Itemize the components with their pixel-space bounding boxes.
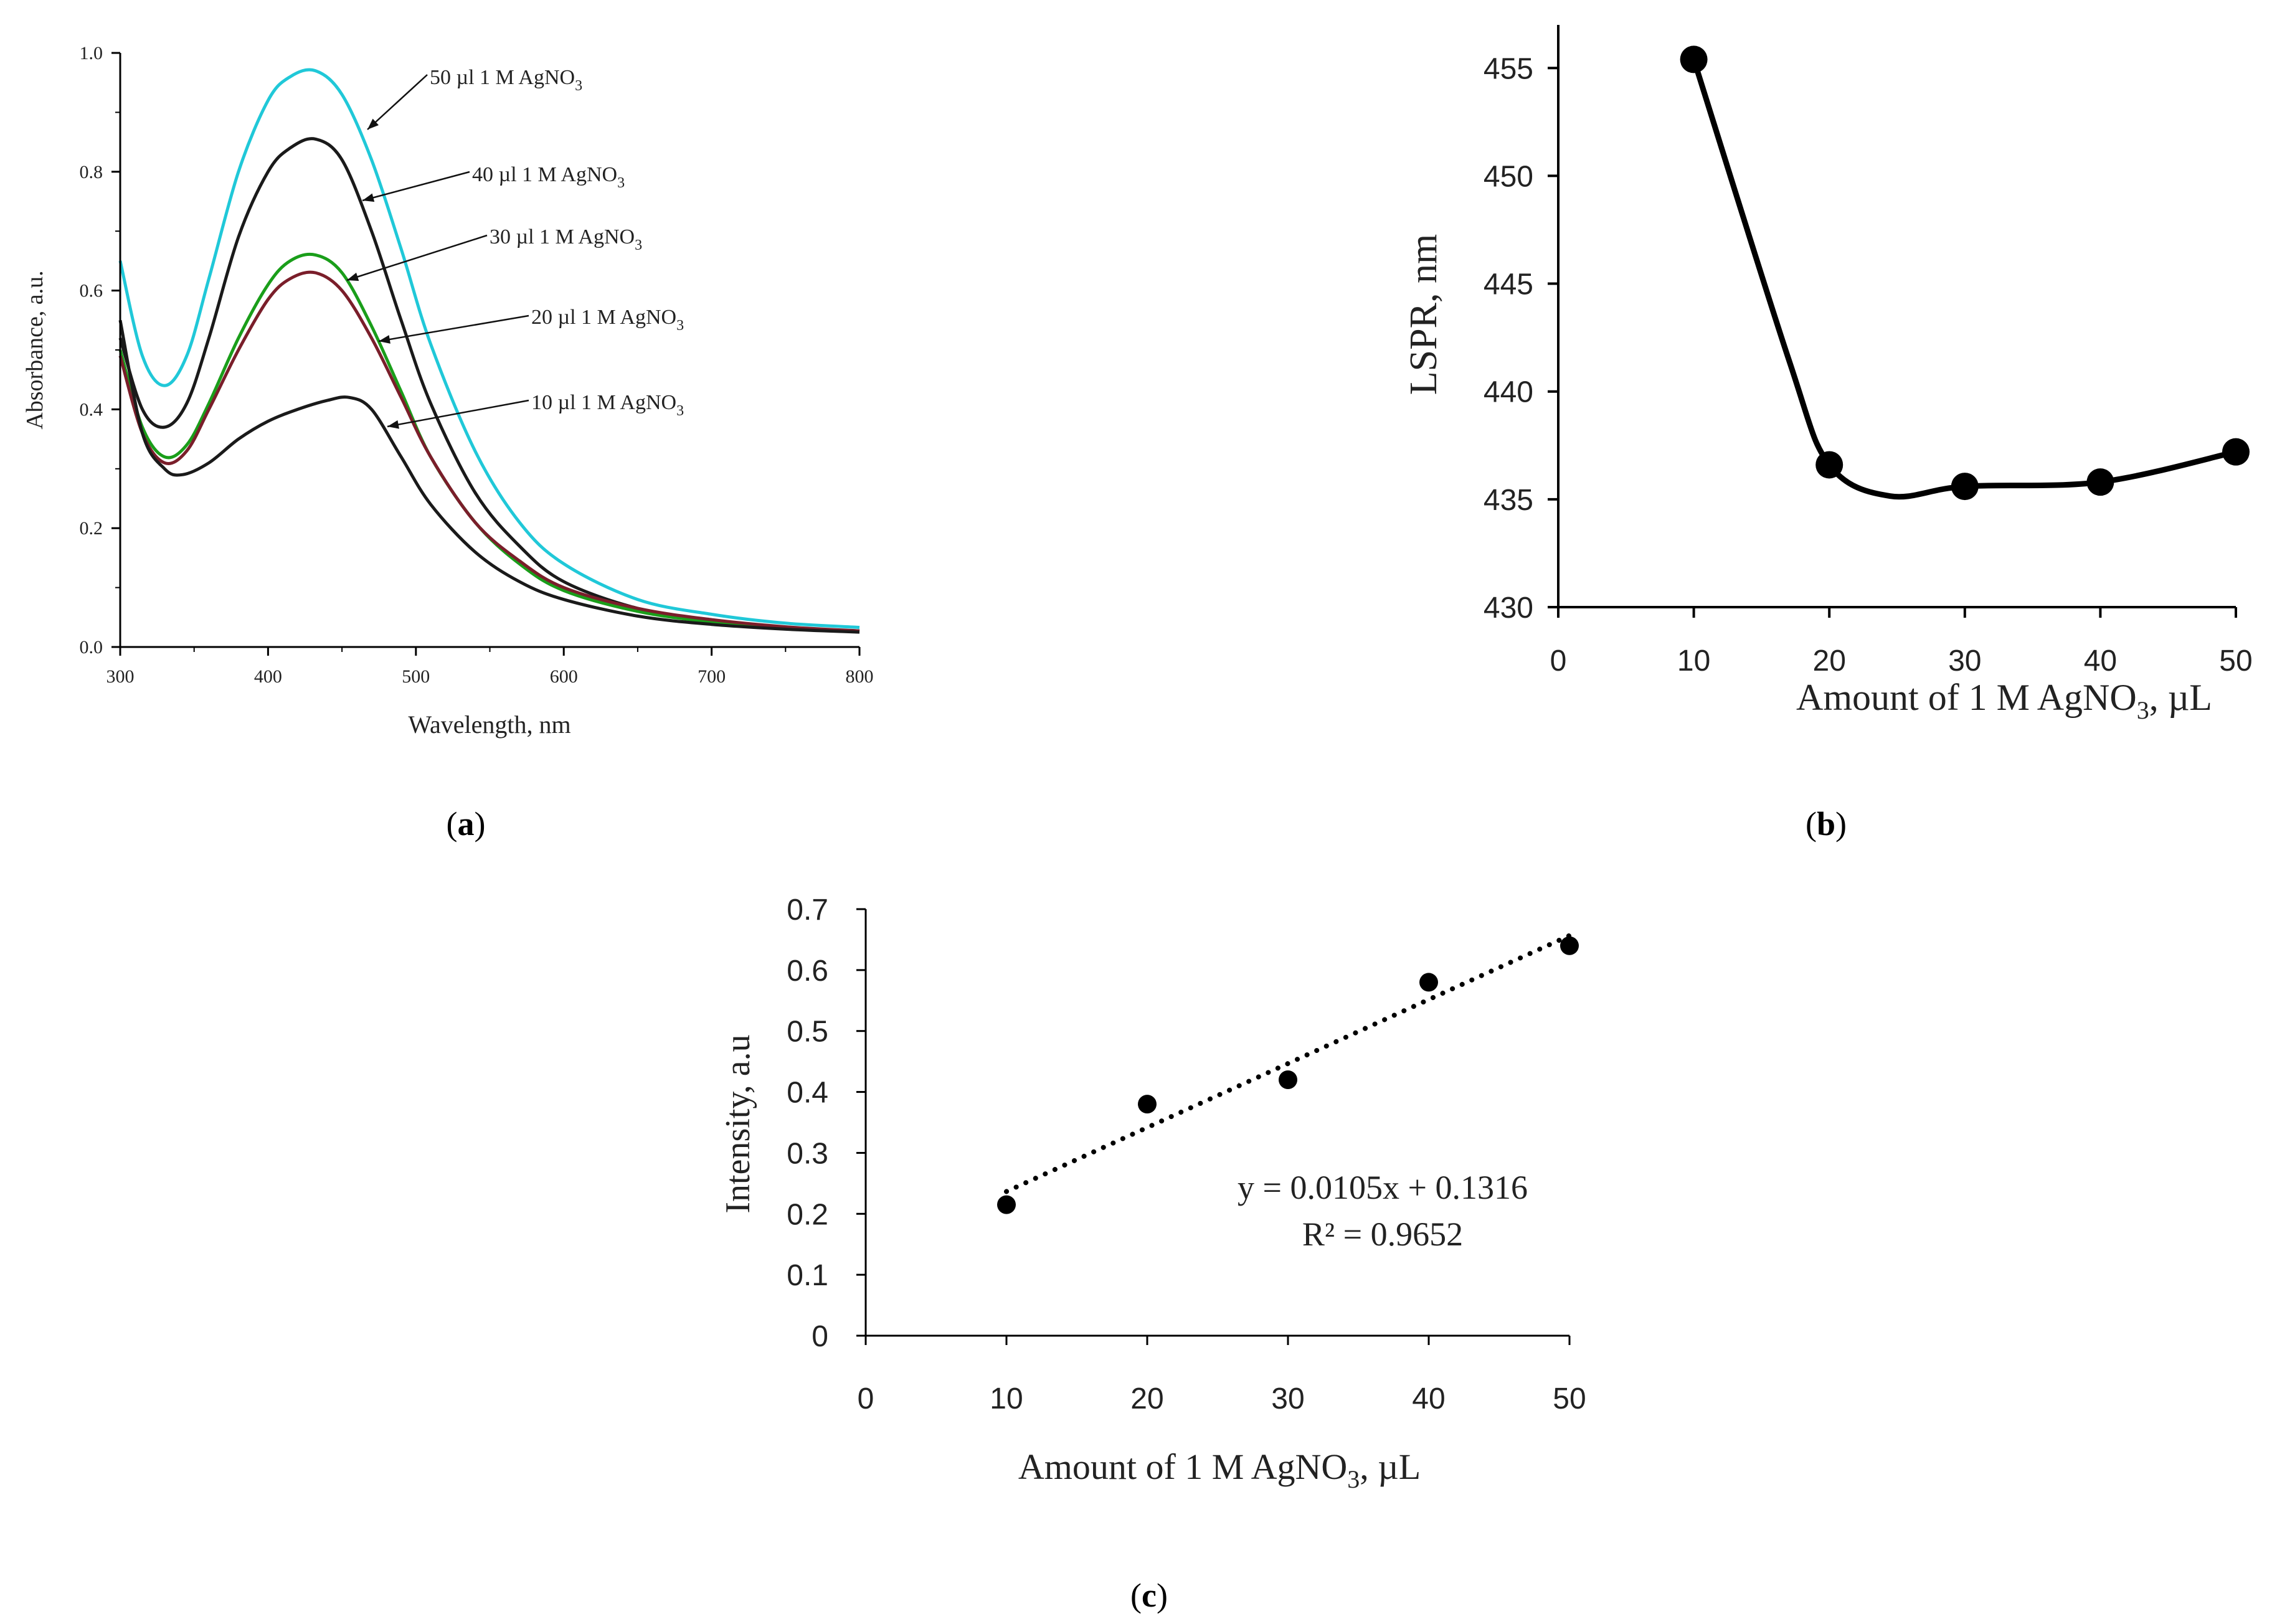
a-x-tick-label: 500 <box>402 666 430 687</box>
a-series-line-5 <box>118 319 860 634</box>
c-y-tick-label: 0.1 <box>787 1259 828 1292</box>
chart-panel-a: 300 400 500 600 700 800 0.0 0.2 0.4 0.6 0.8 1.0 Wa… <box>22 43 874 739</box>
c-y-axis-label: Intensity, a.u <box>719 1034 757 1213</box>
a-x-tick-label: 800 <box>846 666 874 687</box>
b-y-tick-label: 455 <box>1484 52 1533 85</box>
c-x-tick-label: 10 <box>990 1382 1023 1415</box>
a-series-label-1: 50 µl 1 M AgNO3 <box>430 66 582 94</box>
c-y-tick-label: 0.4 <box>787 1077 828 1110</box>
c-points-group <box>997 936 1579 1214</box>
a-annotation-arrow-line <box>362 171 470 202</box>
a-x-tick-label: 400 <box>254 666 282 687</box>
a-annotation-arrow-line <box>378 314 529 342</box>
b-x-tick-label: 40 <box>2084 644 2117 677</box>
b-points-group <box>1680 45 2250 501</box>
b-smooth-line <box>1691 56 2239 500</box>
b-x-tick-label: 30 <box>1948 644 1981 677</box>
b-y-tick-label: 450 <box>1484 160 1533 193</box>
b-data-point <box>1951 473 1979 501</box>
c-y-tick-label: 0.3 <box>787 1137 828 1170</box>
b-data-point <box>1680 45 1708 73</box>
a-y-tick-label: 0.8 <box>80 162 103 182</box>
a-x-tick-label: 700 <box>698 666 726 687</box>
c-y-tick-label: 0 <box>812 1320 828 1353</box>
a-series-label-3: 30 µl 1 M AgNO3 <box>490 225 642 253</box>
b-y-tick-label: 440 <box>1484 376 1533 409</box>
a-y-tick-label: 0.6 <box>80 281 103 301</box>
panel-label-b: (b) <box>1806 805 1847 843</box>
c-y-tick-label: 0.2 <box>787 1198 828 1231</box>
c-data-point <box>997 1195 1016 1214</box>
b-x-tick-label: 50 <box>2219 644 2252 677</box>
a-x-tick-label: 600 <box>550 666 578 687</box>
c-ticks-group <box>856 908 1571 1345</box>
c-y-tick-label: 0.5 <box>787 1016 828 1049</box>
a-y-tick-label: 1.0 <box>80 43 103 64</box>
a-ticks-group <box>111 52 861 656</box>
a-annotation-arrowhead <box>367 118 379 130</box>
c-x-tick-label: 50 <box>1553 1382 1586 1415</box>
b-y-tick-label: 430 <box>1484 592 1533 625</box>
a-annotation-arrow-line <box>367 74 428 130</box>
panel-label-c: (c) <box>1130 1577 1168 1614</box>
c-data-point <box>1279 1070 1297 1089</box>
b-x-tick-label: 0 <box>1550 644 1567 677</box>
c-x-tick-label: 0 <box>858 1382 874 1415</box>
b-data-point <box>1815 451 1844 479</box>
a-series-line-1 <box>118 68 860 629</box>
c-data-point <box>1560 936 1579 955</box>
a-y-tick-label: 0.0 <box>80 637 103 658</box>
b-data-point <box>2086 468 2114 496</box>
a-annotation-arrowhead <box>362 193 375 202</box>
b-ticks-group <box>1548 67 2237 618</box>
b-x-tick-label: 10 <box>1677 644 1710 677</box>
a-x-axis-label: Wavelength, nm <box>408 710 570 739</box>
a-annotation-arrowhead <box>347 272 359 281</box>
a-series-line-2 <box>118 137 860 633</box>
b-x-axis-label: Amount of 1 M AgNO3, µL <box>1796 677 2212 724</box>
b-y-axis-label: LSPR, nm <box>1403 234 1445 395</box>
chart-panel-c: 0 10 20 30 40 50 0 0.1 0.2 0.3 0.4 0.5 0.6 0.7 y = 0… <box>719 894 1586 1493</box>
a-y-axis-label: Absorbance, a.u. <box>22 270 48 429</box>
a-annotation-arrowhead <box>379 335 391 344</box>
b-data-point <box>2222 438 2250 466</box>
a-series-group <box>118 68 860 634</box>
panel-label-a: (a) <box>447 805 486 843</box>
a-annotation-arrowhead <box>387 420 399 429</box>
a-annotations-group: 50 µl 1 M AgNO3 40 µl 1 M AgNO3 30 µl 1 M … <box>346 66 684 429</box>
a-annotation-arrow-line <box>346 234 488 281</box>
a-annotation-arrow-line <box>387 399 529 428</box>
b-y-tick-label: 435 <box>1484 484 1533 517</box>
a-y-tick-label: 0.2 <box>80 518 103 539</box>
chart-panel-b: 0 10 20 30 40 50 430 435 440 445 450 455 Amount of… <box>1403 25 2253 724</box>
c-x-tick-label: 40 <box>1412 1382 1445 1415</box>
a-series-label-2: 40 µl 1 M AgNO3 <box>472 163 625 191</box>
c-trendline <box>1004 933 1572 1194</box>
c-x-tick-label: 30 <box>1271 1382 1304 1415</box>
c-data-point <box>1138 1095 1157 1114</box>
b-x-tick-label: 20 <box>1813 644 1846 677</box>
c-x-axis-label: Amount of 1 M AgNO3, µL <box>1018 1447 1421 1493</box>
a-x-tick-label: 300 <box>107 666 135 687</box>
c-data-point <box>1419 973 1438 992</box>
a-series-label-5: 10 µl 1 M AgNO3 <box>531 391 684 419</box>
c-equation-label: y = 0.0105x + 0.1316 <box>1238 1169 1528 1206</box>
a-series-line-3 <box>118 252 860 633</box>
a-y-tick-label: 0.4 <box>80 399 103 420</box>
c-y-tick-label: 0.6 <box>787 955 828 988</box>
a-series-label-4: 20 µl 1 M AgNO3 <box>531 306 684 334</box>
c-x-tick-label: 20 <box>1130 1382 1163 1415</box>
b-y-tick-label: 445 <box>1484 268 1533 301</box>
c-y-tick-label: 0.7 <box>787 894 828 927</box>
a-series-line-4 <box>118 270 860 633</box>
c-r-squared-label: R² = 0.9652 <box>1302 1216 1463 1253</box>
